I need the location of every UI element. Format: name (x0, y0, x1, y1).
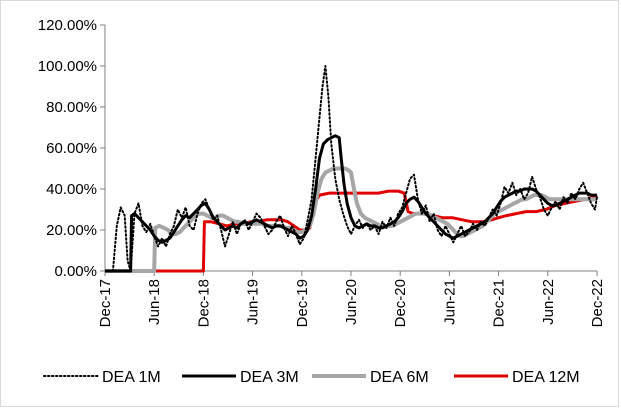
legend: DEA 1M DEA 3M DEA 6M DEA 12M (43, 369, 580, 386)
legend-label: DEA 1M (102, 369, 161, 386)
y-tick-label: 0.00% (54, 263, 97, 280)
series-line-dea-6m (105, 166, 597, 273)
y-tick-label: 120.00% (38, 17, 97, 34)
x-tick-label: Jun-19 (245, 279, 262, 325)
series-line-dea-3m (105, 134, 597, 273)
y-tick-label: 20.00% (46, 222, 97, 239)
series-lines (105, 65, 598, 273)
legend-label: DEA 6M (370, 369, 429, 386)
x-tick-label: Jun-20 (343, 279, 360, 325)
series-line-dea-1m (111, 65, 598, 272)
axes: 0.00% 20.00% 40.00% 60.00% 80.00% 100.00% 120.… (38, 17, 606, 327)
x-tick-label: Jun-18 (146, 279, 163, 325)
y-tick-label: 60.00% (46, 140, 97, 157)
y-tick-label: 100.00% (38, 58, 97, 75)
x-tick-label: Dec-21 (491, 279, 508, 327)
x-tick-label: Dec-18 (195, 279, 212, 327)
y-tick-label: 40.00% (46, 181, 97, 198)
x-tick-label: Jun-22 (540, 279, 557, 325)
x-tick-label: Dec-19 (294, 279, 311, 327)
x-tick-label: Dec-22 (589, 279, 606, 327)
y-tick-label: 80.00% (46, 99, 97, 116)
x-tick-label: Dec-20 (392, 279, 409, 327)
x-tick-label: Dec-17 (97, 279, 114, 327)
x-tick-label: Jun-21 (441, 279, 458, 325)
legend-label: DEA 12M (512, 369, 580, 386)
legend-label: DEA 3M (240, 369, 299, 386)
